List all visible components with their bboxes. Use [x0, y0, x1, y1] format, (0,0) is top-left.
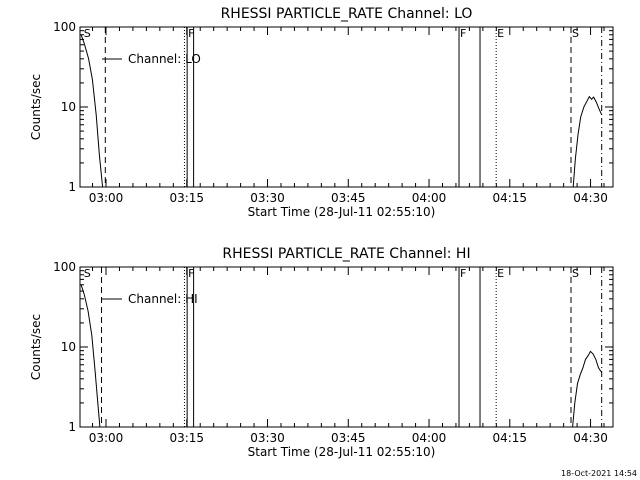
event-flag-label: F	[460, 267, 466, 280]
x-tick-label: 03:45	[331, 191, 366, 205]
event-flag-label: F	[188, 267, 194, 280]
event-flag-label: S	[84, 267, 91, 280]
y-tick-label: 1	[68, 180, 76, 194]
y-tick-label: 100	[53, 20, 76, 34]
event-flag-label: S	[84, 27, 91, 40]
x-tick-label: 04:15	[492, 431, 527, 445]
legend-label: Channel: HI	[128, 292, 198, 306]
x-tick-label: 04:30	[573, 191, 608, 205]
x-tick-label: 04:30	[573, 431, 608, 445]
x-tick-label: 04:00	[412, 431, 447, 445]
chart-title: RHESSI PARTICLE_RATE Channel: LO	[221, 6, 473, 22]
x-tick-label: 03:15	[169, 191, 204, 205]
x-tick-label: 04:00	[412, 191, 447, 205]
y-axis-label: Counts/sec	[29, 74, 43, 140]
event-flag-label: E	[497, 27, 504, 40]
plot-frame	[79, 266, 614, 428]
x-tick-label: 03:45	[331, 431, 366, 445]
event-flag-label: F	[460, 27, 466, 40]
legend-label: Channel: LO	[128, 52, 201, 66]
x-tick-label: 03:15	[169, 431, 204, 445]
x-tick-label: 03:00	[89, 431, 124, 445]
x-axis-label: Start Time (28-Jul-11 02:55:10)	[248, 205, 436, 219]
y-tick-label: 100	[53, 260, 76, 274]
series-line	[572, 95, 603, 188]
x-axis-label: Start Time (28-Jul-11 02:55:10)	[248, 445, 436, 459]
generation-timestamp: 18-Oct-2021 14:54	[561, 469, 637, 478]
x-tick-label: 03:00	[89, 191, 124, 205]
chart-title: RHESSI PARTICLE_RATE Channel: HI	[222, 246, 470, 262]
y-tick-label: 1	[68, 420, 76, 434]
y-tick-label: 10	[61, 100, 76, 114]
x-tick-label: 03:30	[250, 191, 285, 205]
plot-panel-1: RHESSI PARTICLE_RATE Channel: LO 1 10 100 03…	[29, 6, 614, 219]
x-tick-label: 03:30	[250, 431, 285, 445]
y-axis-label: Counts/sec	[29, 314, 43, 380]
series-line	[80, 284, 101, 428]
series-line	[572, 350, 603, 428]
event-flag-label: S	[572, 27, 579, 40]
plot-panel-2: RHESSI PARTICLE_RATE Channel: HI 1 10 100 03…	[29, 246, 614, 459]
event-flag-label: S	[572, 267, 579, 280]
y-tick-label: 10	[61, 340, 76, 354]
plot-frame	[79, 26, 614, 188]
event-flag-label: F	[188, 27, 194, 40]
series-line	[80, 34, 104, 188]
x-tick-label: 04:15	[492, 191, 527, 205]
event-flag-label: E	[497, 267, 504, 280]
